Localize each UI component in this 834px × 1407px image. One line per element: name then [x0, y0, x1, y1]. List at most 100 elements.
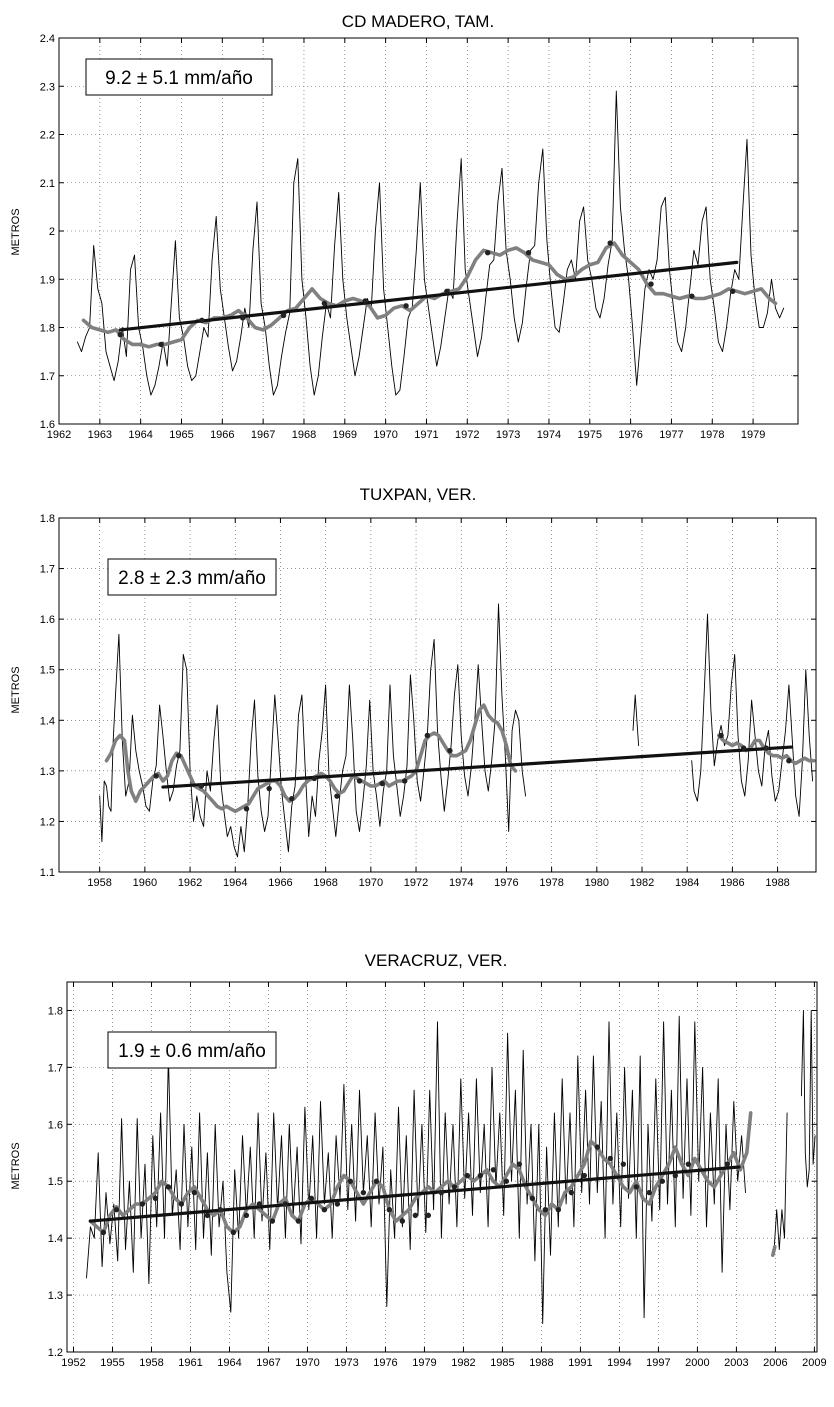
x-tick-label: 1982	[451, 1357, 475, 1369]
x-tick-label: 1972	[455, 429, 479, 441]
x-tick-label: 1958	[139, 1357, 163, 1369]
annual-mean-point-26	[451, 1184, 458, 1190]
y-tick-label: 1.7	[48, 1062, 63, 1074]
x-tick-label: 1968	[313, 877, 337, 889]
annual-mean-point-38	[607, 1155, 614, 1162]
y-tick-label: 2.4	[40, 33, 55, 45]
y-tick-label: 1.6	[48, 1119, 63, 1131]
annual-mean-point-13	[718, 732, 724, 739]
annual-mean-point-11	[607, 240, 613, 246]
x-tick-label: 1977	[659, 429, 683, 441]
x-tick-label: 1960	[133, 877, 157, 889]
annual-mean-point-33	[542, 1206, 549, 1213]
y-tick-label: 1.8	[40, 323, 55, 335]
annual-mean-point-11	[424, 732, 431, 739]
x-tick-label: 1974	[537, 429, 561, 441]
annual-mean-point-25	[438, 1189, 445, 1196]
x-tick-label: 1966	[210, 429, 234, 441]
annual-mean-point-1	[176, 752, 182, 759]
y-tick-label: 1.8	[48, 1005, 63, 1017]
annual-mean-point-35	[568, 1189, 575, 1196]
chart-title: TUXPAN, VER.	[360, 485, 477, 504]
chart-panel-cd-madero: CD MADERO, TAM. METROS 1962 1963 1964 1965 1…	[10, 12, 799, 441]
x-tick-label: 1976	[373, 1357, 397, 1369]
annual-mean-point-9	[379, 780, 385, 787]
annual-mean-point-27	[464, 1172, 471, 1179]
rate-box	[85, 58, 273, 96]
rate-label: 2.8 ± 2.3 mm/año	[118, 568, 266, 589]
x-tick-label: 1970	[373, 429, 397, 441]
annual-mean-point-4	[165, 1184, 172, 1190]
annual-mean-point-13	[689, 293, 695, 299]
annual-mean-point-8	[356, 778, 363, 784]
chart-panel-tuxpan: TUXPAN, VER. METROS 1958 1960 1962 1964 1966…	[10, 485, 817, 889]
y-tick-label: 1.5	[40, 665, 55, 677]
y-tick-label: 1.5	[48, 1176, 63, 1188]
annual-mean-point-32	[529, 1195, 536, 1202]
annual-mean-point-10	[402, 778, 408, 784]
monthly-series-line-segment-1	[632, 694, 640, 747]
x-tick-label: 1958	[87, 877, 111, 889]
annual-mean-point-3	[152, 1195, 159, 1202]
annual-mean-point-14	[740, 745, 747, 751]
annual-mean-point-15	[763, 745, 769, 751]
annual-mean-point-14	[295, 1218, 302, 1224]
annual-mean-point-4	[266, 785, 272, 792]
annual-mean-point-20	[373, 1178, 380, 1184]
annual-mean-point-11	[256, 1201, 263, 1207]
x-tick-label: 1970	[295, 1357, 319, 1369]
x-tick-label: 1961	[178, 1357, 202, 1369]
annual-mean-point-5	[289, 795, 295, 802]
grid	[59, 38, 798, 424]
y-tick-label: 1.7	[40, 371, 55, 383]
y-tick-label: 1.6	[40, 419, 55, 431]
annual-mean-point-45	[724, 1161, 731, 1167]
y-tick-label: 2.1	[40, 178, 55, 190]
annual-mean-point-37	[594, 1144, 601, 1150]
annual-mean-point-22	[399, 1218, 406, 1224]
annual-mean-point-39	[620, 1161, 627, 1167]
x-tick-label: 1967	[251, 429, 275, 441]
annual-mean-point-6	[311, 775, 318, 782]
monthly-series-line-segment-0	[86, 1015, 746, 1324]
y-tick-label: 1.6	[40, 614, 55, 626]
smoothed-series-line-segment-1	[771, 1244, 777, 1257]
y-tick-label: 2.2	[40, 130, 55, 142]
annual-mean-point-12	[447, 747, 453, 754]
rate-label: 9.2 ± 5.1 mm/año	[105, 68, 253, 89]
y-tick-label: 1.7	[40, 564, 55, 576]
x-tick-label: 2006	[763, 1357, 787, 1369]
annual-mean-point-44	[685, 1161, 692, 1167]
annual-mean-point-23	[412, 1212, 419, 1219]
trend-line	[118, 260, 739, 332]
y-tick-label: 1.4	[48, 1233, 63, 1245]
y-tick-label: 1.8	[40, 513, 55, 525]
annual-mean-point-31	[516, 1161, 523, 1167]
monthly-series-line-segment-2	[800, 1010, 816, 1188]
x-tick-label: 1982	[630, 877, 654, 889]
x-tick-label: 1967	[256, 1357, 280, 1369]
annual-mean-point-12	[648, 281, 654, 287]
annual-mean-point-42	[659, 1178, 666, 1184]
x-tick-label: 1969	[333, 429, 357, 441]
y-axis-label: METROS	[10, 666, 22, 713]
annual-mean-point-43	[672, 1172, 679, 1179]
annual-mean-point-9	[485, 250, 491, 256]
y-tick-label: 1.3	[48, 1290, 63, 1302]
annual-mean-point-6	[191, 1189, 198, 1196]
y-tick-label: 1.1	[40, 867, 55, 879]
x-tick-label: 1955	[100, 1357, 124, 1369]
x-tick-label: 1973	[496, 429, 520, 441]
chart-title: CD MADERO, TAM.	[342, 12, 494, 31]
annual-mean-point-41	[646, 1189, 653, 1196]
annual-mean-point-40	[633, 1184, 640, 1190]
x-tick-label: 1962	[178, 877, 202, 889]
x-tick-label: 1985	[490, 1357, 514, 1369]
y-tick-label: 2.3	[40, 81, 55, 93]
x-tick-label: 1991	[568, 1357, 592, 1369]
annual-mean-point-2	[198, 783, 205, 789]
x-tick-label: 1962	[47, 429, 71, 441]
x-tick-label: 1968	[292, 429, 316, 441]
x-tick-label: 1964	[223, 877, 247, 889]
